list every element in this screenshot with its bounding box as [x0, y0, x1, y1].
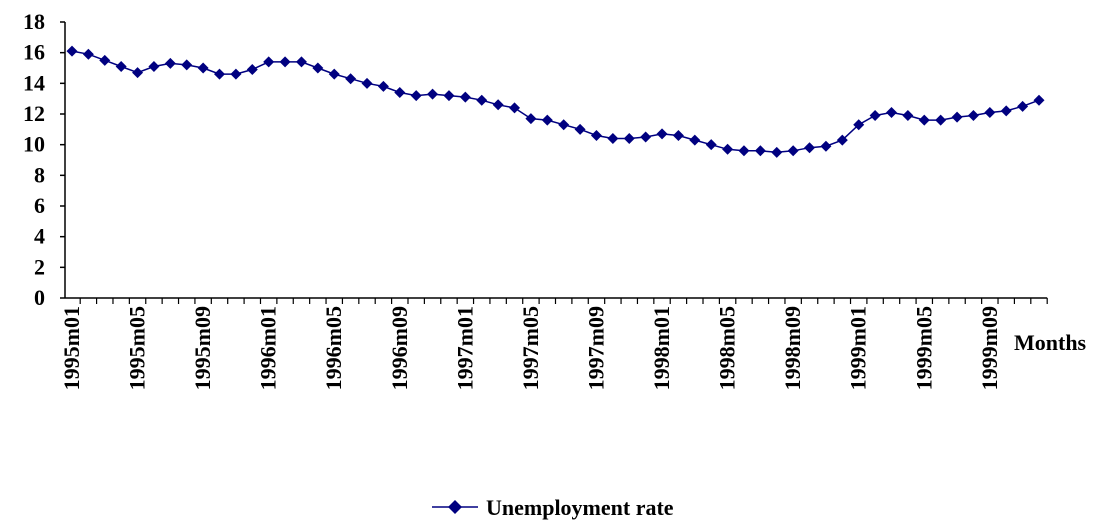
- data-point: [885, 106, 897, 118]
- data-point: [328, 68, 340, 80]
- data-point: [738, 145, 750, 157]
- y-axis-ticks: 0 2 4 6 8 10 12 14 16 18: [23, 9, 65, 310]
- data-point: [918, 114, 930, 126]
- data-point: [361, 77, 373, 89]
- legend-marker: [448, 500, 462, 514]
- data-point: [607, 133, 619, 145]
- data-point: [640, 131, 652, 143]
- x-tick-label: 1999m09: [977, 306, 1002, 390]
- x-tick-label: 1998m09: [780, 306, 805, 390]
- data-point: [590, 129, 602, 141]
- x-tick-label: 1999m01: [846, 306, 871, 390]
- x-tick-label: 1999m05: [911, 306, 936, 390]
- data-point: [902, 110, 914, 122]
- data-point: [722, 143, 734, 155]
- x-tick-label: 1995m05: [125, 306, 150, 390]
- data-point: [312, 62, 324, 74]
- data-point: [705, 139, 717, 151]
- y-tick-label: 8: [34, 162, 45, 187]
- x-tick-label: 1998m01: [649, 306, 674, 390]
- data-point: [1017, 100, 1029, 112]
- data-point: [82, 48, 94, 60]
- data-point: [132, 67, 144, 79]
- data-point: [853, 119, 865, 131]
- y-tick-label: 6: [34, 193, 45, 218]
- data-point: [164, 57, 176, 69]
- y-tick-label: 14: [23, 70, 45, 95]
- data-point: [345, 73, 357, 85]
- data-point: [1000, 105, 1012, 117]
- x-tick-label: 1997m01: [452, 306, 477, 390]
- data-point: [771, 146, 783, 158]
- data-point: [574, 123, 586, 135]
- data-point: [869, 110, 881, 122]
- data-point: [804, 142, 816, 154]
- data-point: [492, 99, 504, 111]
- x-tick-label: 1995m01: [59, 306, 84, 390]
- x-tick-label: 1997m05: [518, 306, 543, 390]
- data-point: [459, 91, 471, 103]
- data-point: [66, 45, 78, 57]
- data-point: [558, 119, 570, 131]
- y-tick-label: 4: [34, 224, 45, 249]
- data-point: [230, 68, 242, 80]
- data-point: [951, 111, 963, 123]
- x-tick-label: 1998m05: [715, 306, 740, 390]
- data-point: [295, 56, 307, 68]
- data-point: [525, 113, 537, 125]
- data-point: [148, 60, 160, 72]
- data-point: [197, 62, 209, 74]
- y-tick-label: 18: [23, 9, 45, 34]
- x-axis-title: Months: [1014, 330, 1087, 355]
- series-line-unemployment-rate: [71, 50, 1040, 154]
- data-point: [509, 102, 521, 114]
- legend: Unemployment rate: [432, 495, 674, 520]
- data-point: [115, 60, 127, 72]
- data-point: [820, 140, 832, 152]
- x-tick-label: 1996m09: [387, 306, 412, 390]
- data-point: [836, 134, 848, 146]
- y-tick-label: 2: [34, 254, 45, 279]
- data-point: [1033, 94, 1045, 106]
- data-point: [541, 114, 553, 126]
- data-point: [99, 54, 111, 66]
- y-tick-label: 0: [34, 285, 45, 310]
- data-point: [623, 133, 635, 145]
- x-axis-ticks: 1995m01 1995m05 1995m09 1996m01 1996m05 1996m…: [59, 298, 1048, 390]
- data-point: [984, 106, 996, 118]
- data-point: [689, 134, 701, 146]
- data-point: [427, 88, 439, 100]
- data-point: [672, 129, 684, 141]
- series-points: [66, 45, 1045, 158]
- data-point: [263, 56, 275, 68]
- data-point: [181, 59, 193, 71]
- x-tick-label: 1996m05: [321, 306, 346, 390]
- data-point: [967, 110, 979, 122]
- y-tick-label: 12: [23, 101, 45, 126]
- x-tick-label: 1997m09: [583, 306, 608, 390]
- data-point: [754, 145, 766, 157]
- data-point: [246, 64, 258, 76]
- data-point: [410, 90, 422, 102]
- legend-label: Unemployment rate: [486, 495, 674, 520]
- y-tick-label: 10: [23, 132, 45, 157]
- data-point: [279, 56, 291, 68]
- data-point: [377, 80, 389, 92]
- y-tick-label: 16: [23, 40, 45, 65]
- x-tick-label: 1995m09: [190, 306, 215, 390]
- data-point: [443, 90, 455, 102]
- data-point: [394, 87, 406, 99]
- data-point: [656, 128, 668, 140]
- data-point: [214, 68, 226, 80]
- data-point: [787, 145, 799, 157]
- x-tick-label: 1996m01: [256, 306, 281, 390]
- data-point: [935, 114, 947, 126]
- data-point: [476, 94, 488, 106]
